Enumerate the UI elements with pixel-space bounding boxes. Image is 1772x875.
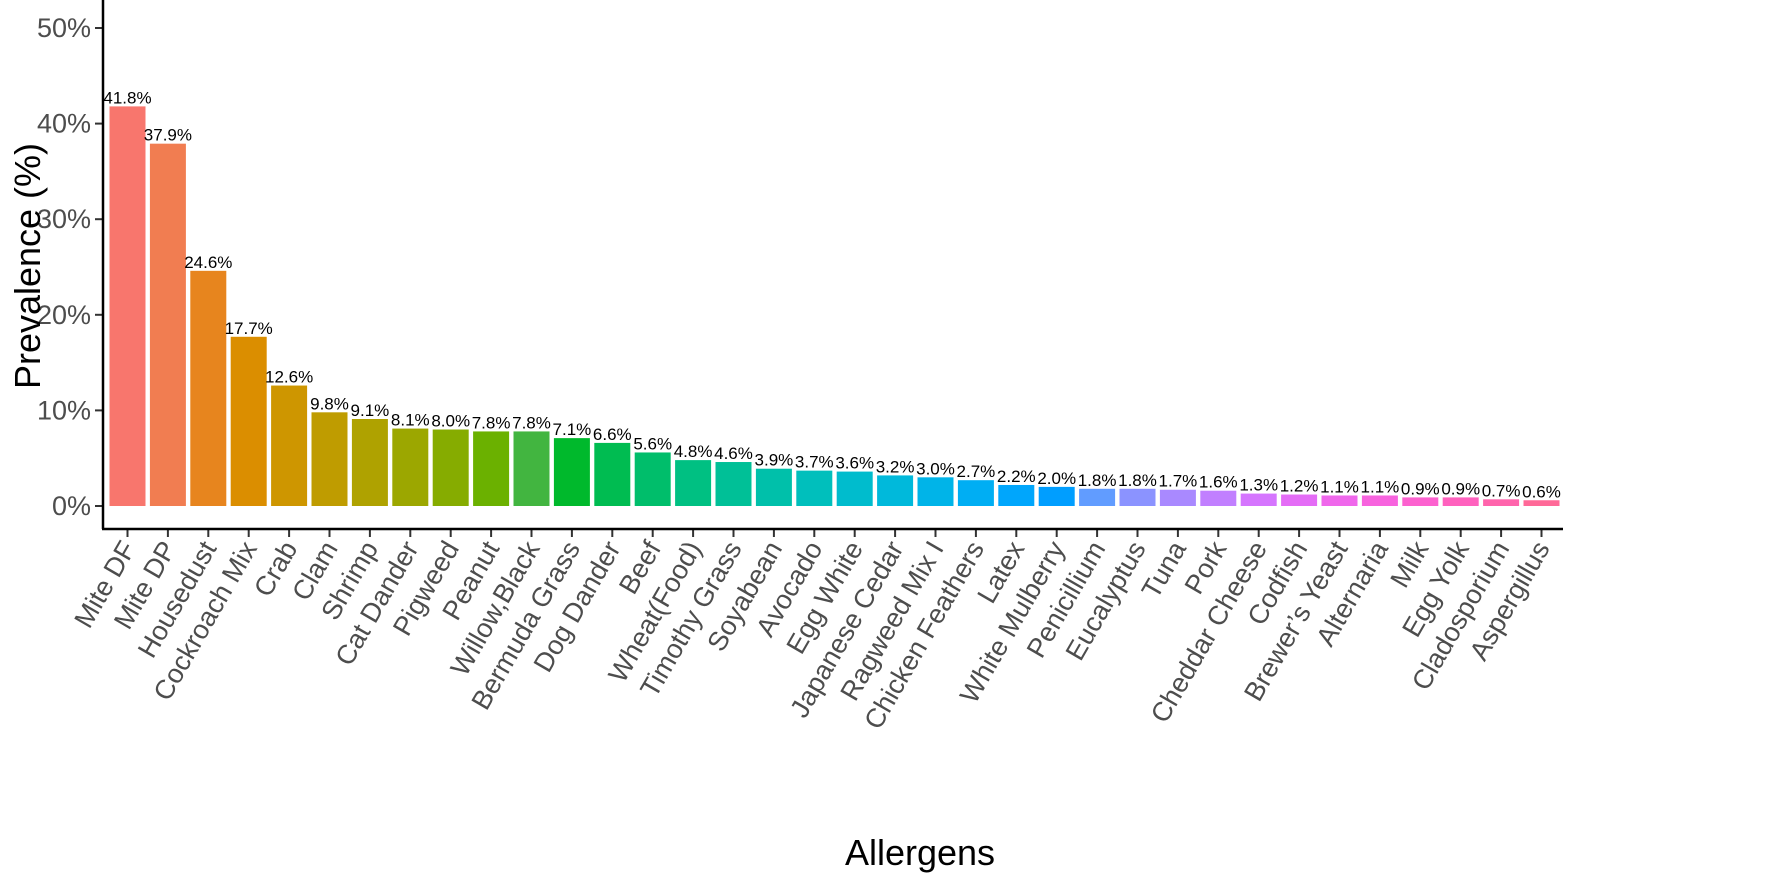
data-label: 1.2% — [1280, 477, 1319, 496]
data-label: 24.6% — [184, 253, 232, 272]
bar — [1119, 488, 1156, 506]
bar — [432, 429, 469, 506]
bar — [1038, 486, 1075, 506]
bar — [1200, 490, 1237, 506]
data-label: 7.1% — [553, 420, 592, 439]
data-label: 37.9% — [144, 126, 192, 145]
y-tick-label: 20% — [37, 300, 91, 330]
y-tick-label: 30% — [37, 204, 91, 234]
data-label: 9.8% — [310, 394, 349, 413]
data-label: 1.7% — [1159, 472, 1198, 491]
data-label: 41.8% — [103, 88, 151, 107]
bar — [1240, 493, 1277, 506]
bar — [1402, 497, 1439, 506]
bar — [796, 470, 833, 506]
data-label: 1.6% — [1199, 473, 1238, 492]
data-label: 2.2% — [997, 467, 1036, 486]
x-category-label: Tuna — [1136, 535, 1193, 603]
bar — [392, 428, 429, 506]
bar — [1483, 499, 1520, 506]
y-axis-title: Prevalence (%) — [7, 143, 48, 389]
data-label: 4.8% — [674, 442, 713, 461]
bar — [957, 480, 994, 506]
data-label: 17.7% — [225, 319, 273, 338]
data-label: 3.7% — [795, 453, 834, 472]
bar — [311, 412, 348, 506]
y-tick-label: 10% — [37, 395, 91, 425]
data-label: 1.8% — [1078, 471, 1117, 490]
bars: 41.8% 37.9% 24.6% 17.7% 12.6% 9.8% 9.1%8.1% 8.0… — [103, 88, 1561, 506]
bar — [836, 471, 873, 506]
x-axis-title: Allergens — [845, 832, 995, 873]
y-tick-label: 0% — [52, 491, 91, 521]
data-label: 0.7% — [1482, 481, 1521, 500]
bar — [1079, 488, 1116, 506]
y-axis-ticks: 0% 10% 20% 30% 40% 50% — [37, 13, 103, 521]
data-label: 1.1% — [1361, 477, 1400, 496]
data-label: 8.0% — [431, 412, 470, 431]
data-label: 0.9% — [1401, 479, 1440, 498]
bar — [230, 336, 267, 506]
bar — [755, 468, 792, 506]
bar — [1442, 497, 1479, 506]
bar — [513, 431, 550, 506]
data-label: 1.1% — [1320, 477, 1359, 496]
bar — [473, 431, 510, 506]
bar — [715, 462, 752, 506]
data-label: 0.6% — [1522, 482, 1561, 501]
bar — [271, 385, 308, 506]
bar — [675, 460, 712, 506]
data-label: 1.3% — [1239, 476, 1278, 495]
bar — [998, 484, 1035, 506]
data-label: 2.7% — [957, 462, 996, 481]
bar — [109, 106, 146, 506]
data-label: 8.1% — [391, 411, 430, 430]
y-tick-label: 50% — [37, 13, 91, 43]
bar — [1159, 489, 1196, 506]
bar — [149, 143, 186, 506]
bar — [1523, 500, 1560, 506]
data-label: 7.8% — [512, 413, 551, 432]
bar — [1321, 495, 1358, 506]
bar — [553, 438, 590, 506]
data-label: 6.6% — [593, 425, 632, 444]
data-label: 3.0% — [916, 459, 955, 478]
data-label: 0.9% — [1441, 479, 1480, 498]
bar — [1361, 495, 1398, 506]
data-label: 1.8% — [1118, 471, 1157, 490]
data-label: 3.2% — [876, 457, 915, 476]
data-label: 9.1% — [351, 401, 390, 420]
bar — [190, 270, 227, 506]
bar — [634, 452, 671, 506]
data-label: 5.6% — [633, 434, 672, 453]
data-label: 2.0% — [1037, 469, 1076, 488]
data-label: 4.6% — [714, 444, 753, 463]
data-label: 7.8% — [472, 413, 511, 432]
data-label: 12.6% — [265, 368, 313, 387]
bar — [917, 477, 954, 506]
bar — [594, 442, 631, 506]
bar — [1281, 494, 1318, 506]
data-label: 3.9% — [755, 451, 794, 470]
bar — [877, 475, 914, 506]
y-tick-label: 40% — [37, 109, 91, 139]
bar — [351, 419, 388, 506]
data-label: 3.6% — [835, 454, 874, 473]
